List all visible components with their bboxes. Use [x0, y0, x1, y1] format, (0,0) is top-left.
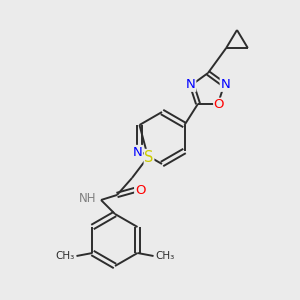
Text: O: O — [214, 98, 224, 111]
Text: NH: NH — [79, 193, 96, 206]
Text: CH₃: CH₃ — [55, 251, 74, 261]
Text: O: O — [135, 184, 145, 196]
Text: N: N — [220, 78, 230, 91]
Text: N: N — [186, 78, 196, 91]
Text: N: N — [133, 146, 142, 158]
Text: S: S — [144, 149, 154, 164]
Text: CH₃: CH₃ — [155, 251, 175, 261]
